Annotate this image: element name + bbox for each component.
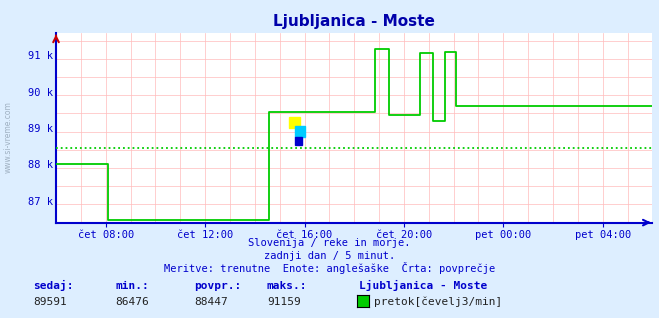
Text: 86476: 86476	[115, 297, 149, 307]
Bar	[295, 126, 305, 137]
Text: zadnji dan / 5 minut.: zadnji dan / 5 minut.	[264, 251, 395, 261]
Text: sedaj:: sedaj:	[33, 280, 73, 291]
Bar	[295, 137, 302, 145]
Text: Meritve: trenutne  Enote: anglešaške  Črta: povprečje: Meritve: trenutne Enote: anglešaške Črta…	[164, 262, 495, 274]
Bar	[289, 117, 300, 128]
Text: 88447: 88447	[194, 297, 228, 307]
Text: min.:: min.:	[115, 281, 149, 291]
Text: 91159: 91159	[267, 297, 301, 307]
Text: maks.:: maks.:	[267, 281, 307, 291]
Text: 89591: 89591	[33, 297, 67, 307]
Text: povpr.:: povpr.:	[194, 281, 242, 291]
Text: pretok[čevelj3/min]: pretok[čevelj3/min]	[374, 297, 502, 307]
Text: Ljubljanica - Moste: Ljubljanica - Moste	[359, 280, 488, 291]
Text: www.si-vreme.com: www.si-vreme.com	[3, 101, 13, 173]
Text: Slovenija / reke in morje.: Slovenija / reke in morje.	[248, 238, 411, 248]
Title: Ljubljanica - Moste: Ljubljanica - Moste	[273, 14, 435, 30]
